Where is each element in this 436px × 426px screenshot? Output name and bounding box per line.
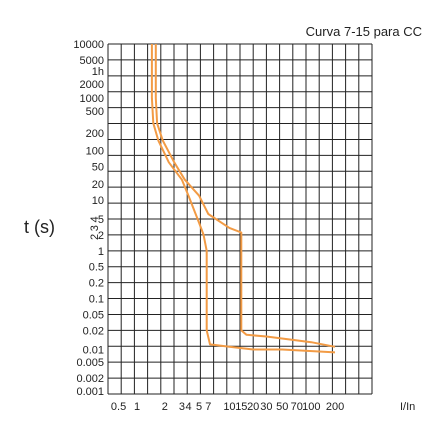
y-tick-label: 500 — [86, 106, 104, 118]
y-tick-label: 1000 — [80, 93, 104, 105]
x-tick-label: 0.5 — [111, 401, 126, 413]
x-tick-label: 200 — [326, 401, 344, 413]
x-tick-label: 30 — [260, 401, 272, 413]
curves — [150, 44, 336, 354]
y-tick-label: 5 — [98, 214, 104, 226]
y-tick-label: 10000 — [73, 39, 104, 51]
grid — [107, 43, 373, 395]
y-tick-label-vertical: 4 — [89, 216, 101, 222]
x-tick-label: 15 — [235, 401, 247, 413]
y-tick-label: 1 — [98, 246, 104, 258]
x-tick-label: 2 — [162, 401, 168, 413]
x-tick-label: 4 — [185, 401, 191, 413]
x-ticks: 0.5 1 2 3 4 5 7 10 15 20 30 50 70 100 200 — [111, 401, 344, 413]
curve-upper-boundary — [154, 44, 336, 348]
x-tick-label: 5 — [196, 401, 202, 413]
y-tick-label: 0.5 — [89, 262, 104, 274]
y-tick-label: 2 — [98, 230, 104, 242]
y-tick-label: 50 — [92, 162, 104, 174]
x-tick-label: 50 — [276, 401, 288, 413]
y-axis-label: t (s) — [24, 217, 55, 237]
x-tick-label: 10 — [223, 401, 235, 413]
y-tick-label: 0.001 — [76, 386, 104, 398]
y-tick-label: 1h — [92, 66, 104, 78]
y-tick-label: 2000 — [80, 79, 104, 91]
y-tick-label: 0.02 — [83, 325, 104, 337]
x-tick-label: 70 — [291, 401, 303, 413]
y-tick-label: 0.05 — [83, 309, 104, 321]
y-tick-label: 100 — [86, 146, 104, 158]
y-tick-label: 0.002 — [76, 373, 104, 385]
y-tick-label-vertical: 2 — [89, 234, 101, 240]
y-tick-label: 0.1 — [89, 294, 104, 306]
y-tick-label: 200 — [86, 128, 104, 140]
y-tick-label: 20 — [92, 179, 104, 191]
x-tick-label: 7 — [205, 401, 211, 413]
y-tick-label-vertical: 3 — [89, 225, 101, 231]
x-tick-label: 1 — [134, 401, 140, 413]
chart-title: Curva 7-15 para CC — [306, 24, 422, 39]
curve-lower-boundary — [150, 44, 336, 354]
y-tick-label: 5000 — [80, 55, 104, 67]
x-tick-label: 100 — [302, 401, 320, 413]
y-tick-label: 10 — [92, 195, 104, 207]
y-tick-label: 0.2 — [89, 278, 104, 290]
y-tick-label: 0.005 — [76, 357, 104, 369]
y-tick-label: 0.01 — [83, 344, 104, 356]
x-tick-label: 3 — [179, 401, 185, 413]
x-tick-label: 20 — [247, 401, 259, 413]
x-axis-label: I/In — [400, 401, 415, 413]
